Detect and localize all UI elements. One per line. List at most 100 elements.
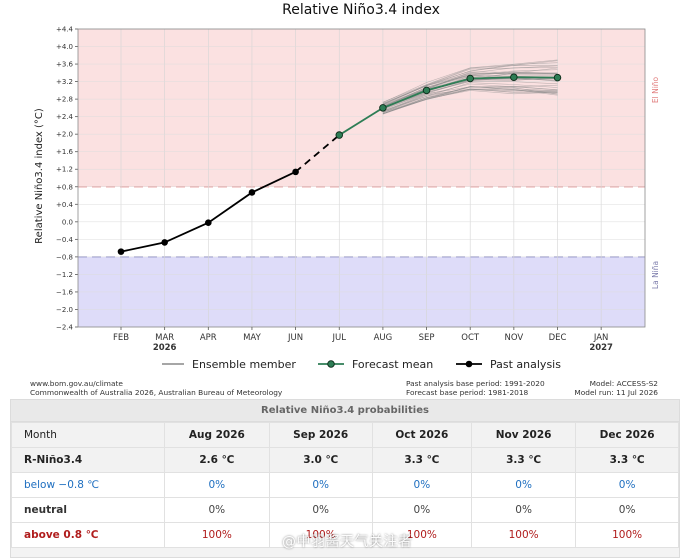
- x-tick-label: SEP: [419, 333, 435, 343]
- forecast-mean-point: [422, 86, 431, 95]
- ensemble-member-line: [382, 86, 558, 114]
- table-header-row: Month Aug 2026 Sep 2026 Oct 2026 Nov 202…: [11, 422, 679, 448]
- legend-past-label: Past analysis: [490, 358, 561, 371]
- y-tick-label: −0.8: [56, 253, 73, 261]
- nino34-chart: +4.4 +4.0 +3.6 +3.2 +2.8 +2.4 +2.0 +1.6 +1.2 +0.8…: [34, 2, 660, 371]
- x-tick-label: OCT: [461, 333, 480, 343]
- ensemble-member-line: [382, 60, 558, 103]
- month-col: Nov 2026: [470, 422, 577, 448]
- x-tick-label: JUL: [332, 333, 347, 343]
- footer-url: www.bom.gov.au/climate: [30, 379, 123, 388]
- past-analysis-point: [205, 219, 212, 226]
- cell: 0%: [575, 472, 679, 498]
- cell: 0%: [268, 497, 373, 523]
- ensemble-member-line: [382, 83, 558, 112]
- y-tick-label: +2.4: [56, 113, 74, 121]
- y-tick-label: +0.4: [56, 201, 74, 209]
- month-col: Dec 2026: [575, 422, 679, 448]
- ensemble-member-line: [382, 85, 558, 113]
- cell: 3.0 ℃: [268, 447, 373, 473]
- cell: 0%: [575, 497, 679, 523]
- x-tick-label: MAR: [155, 333, 174, 343]
- cell: 0%: [470, 497, 577, 523]
- forecast-mean-point: [553, 73, 562, 82]
- y-tick-label: +2.0: [56, 131, 73, 139]
- past-analysis-point: [161, 239, 168, 246]
- past-analysis-point: [248, 189, 256, 196]
- forecast-mean-point: [510, 73, 518, 81]
- cell: 100%: [470, 522, 577, 548]
- forecast-mean-point: [466, 74, 474, 83]
- legend-past-marker: [465, 360, 473, 368]
- watermark: @中羽酱天气关注者: [282, 534, 413, 550]
- cell: 0%: [164, 497, 270, 523]
- ensemble-member-line: [382, 82, 558, 112]
- ensemble-member-line: [382, 89, 558, 114]
- cell: 3.3 ℃: [575, 447, 679, 473]
- y-tick-label: 0.0: [62, 218, 73, 226]
- forecast-mean-point: [379, 104, 387, 112]
- month-col: Sep 2026: [268, 422, 373, 448]
- x-tick-label: MAY: [243, 333, 261, 343]
- row-label-neutral: neutral: [11, 497, 165, 523]
- cell: 0%: [268, 472, 373, 498]
- y-tick-label: −2.0: [56, 306, 73, 314]
- cell: 3.3 ℃: [470, 447, 577, 473]
- table-row: above 0.8 ℃ 100% 100% 100% 100% 100%: [11, 522, 679, 548]
- ensemble-member-line: [382, 67, 558, 105]
- ensemble-member-line: [382, 65, 558, 105]
- y-tick-label: +0.8: [56, 183, 73, 191]
- row-label-below: below −0.8 ℃: [11, 472, 165, 498]
- y-tick-label: −1.6: [56, 288, 74, 296]
- y-tick-label: +2.8: [56, 96, 73, 104]
- cell: 100%: [164, 522, 270, 548]
- row-label-rnino: R-Niño3.4: [11, 447, 165, 473]
- y-tick-label: +1.6: [56, 148, 74, 156]
- el-nino-label: El Niño: [651, 76, 660, 103]
- month-header: Month: [11, 422, 165, 448]
- table-row: neutral 0% 0% 0% 0% 0%: [11, 497, 679, 523]
- footer-forecast-base: Forecast base period: 1981-2018: [406, 388, 529, 397]
- chart-title: Relative Niño3.4 index: [282, 2, 440, 18]
- footer-model: Model: ACCESS-S2: [589, 379, 658, 388]
- cell: 100%: [575, 522, 679, 548]
- x-tick-label: JUN: [287, 333, 303, 343]
- year-label: 2026: [153, 343, 177, 353]
- forecast-mean-line: [338, 76, 558, 136]
- x-tick-label: APR: [200, 333, 217, 343]
- footer-past-base: Past analysis base period: 1991-2020: [406, 379, 545, 388]
- table-row: below −0.8 ℃ 0% 0% 0% 0% 0%: [11, 472, 679, 498]
- y-tick-label: +3.6: [56, 61, 74, 69]
- legend-forecast-label: Forecast mean: [352, 358, 433, 371]
- cell: 2.6 ℃: [164, 447, 270, 473]
- cell: 100%: [371, 522, 473, 548]
- probabilities-title: Relative Niño3.4 probabilities: [11, 400, 679, 422]
- connector-dashed-line: [295, 134, 340, 173]
- x-tick-label: FEB: [113, 333, 129, 343]
- y-tick-label: +4.4: [56, 26, 74, 34]
- y-tick-label: +4.0: [56, 43, 73, 51]
- past-analysis-point: [292, 168, 299, 176]
- x-tick-label: NOV: [504, 333, 523, 343]
- month-col: Aug 2026: [164, 422, 270, 448]
- la-nina-label: La Niña: [651, 261, 660, 289]
- footer-model-run: Model run: 11 Jul 2026: [574, 388, 658, 397]
- y-tick-label: −2.4: [56, 324, 74, 332]
- footer-copyright: Commonwealth of Australia 2026, Australi…: [30, 388, 283, 397]
- month-col: Oct 2026: [371, 422, 473, 448]
- probabilities-panel: Relative Niño3.4 probabilities Month Aug…: [10, 399, 680, 558]
- row-label-above: above 0.8 ℃: [11, 522, 165, 548]
- ensemble-member-line: [382, 65, 558, 104]
- el-nino-zone: [78, 29, 645, 187]
- cell: 3.3 ℃: [371, 447, 473, 473]
- legend-ensemble-label: Ensemble member: [192, 358, 296, 371]
- plot-frame: [77, 28, 646, 328]
- x-tick-label: AUG: [374, 333, 393, 343]
- cell: 0%: [164, 472, 270, 498]
- legend-forecast-marker: [327, 360, 335, 368]
- forecast-mean-point: [335, 131, 344, 139]
- table-row: R-Niño3.4 2.6 ℃ 3.0 ℃ 3.3 ℃ 3.3 ℃ 3.3 ℃: [11, 447, 679, 473]
- ensemble-member-line: [382, 59, 558, 103]
- probabilities-table: Month Aug 2026 Sep 2026 Oct 2026 Nov 202…: [11, 422, 679, 548]
- ensemble-member-line: [382, 72, 558, 107]
